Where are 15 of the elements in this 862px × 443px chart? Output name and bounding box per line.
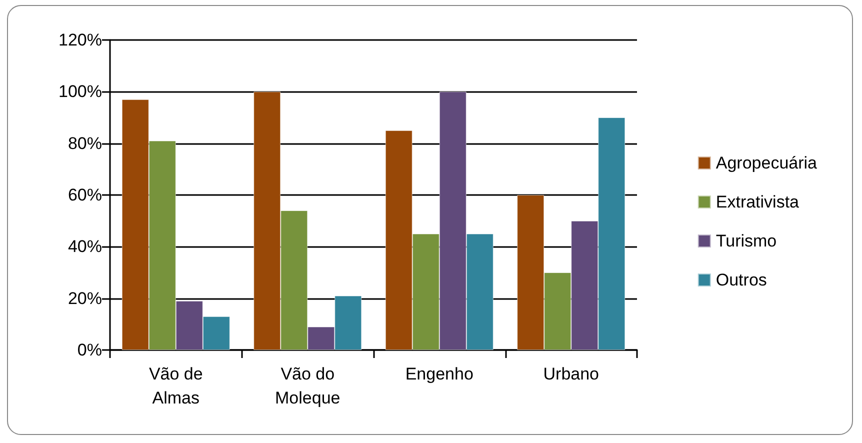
y-tick-label: 0% [77, 340, 102, 360]
y-tick-label: 100% [58, 82, 102, 102]
x-tick-label: Engenho [405, 364, 474, 384]
legend-label: Outros [716, 270, 767, 290]
y-tick-label: 40% [68, 237, 102, 256]
x-tick-label: Vão do Moleque [275, 364, 340, 408]
legend-label: Agropecuária [716, 154, 818, 172]
x-tick-label: Urbano [543, 364, 600, 384]
y-tick-label: 60% [68, 186, 102, 204]
y-tick-label: 20% [68, 288, 102, 308]
legend-label: Turismo [716, 232, 777, 250]
y-tick-label: 80% [68, 134, 102, 153]
x-tick-label: Vão de Almas [148, 364, 203, 408]
y-tick-label: 120% [58, 30, 102, 50]
legend-label: Extrativista [716, 192, 800, 212]
